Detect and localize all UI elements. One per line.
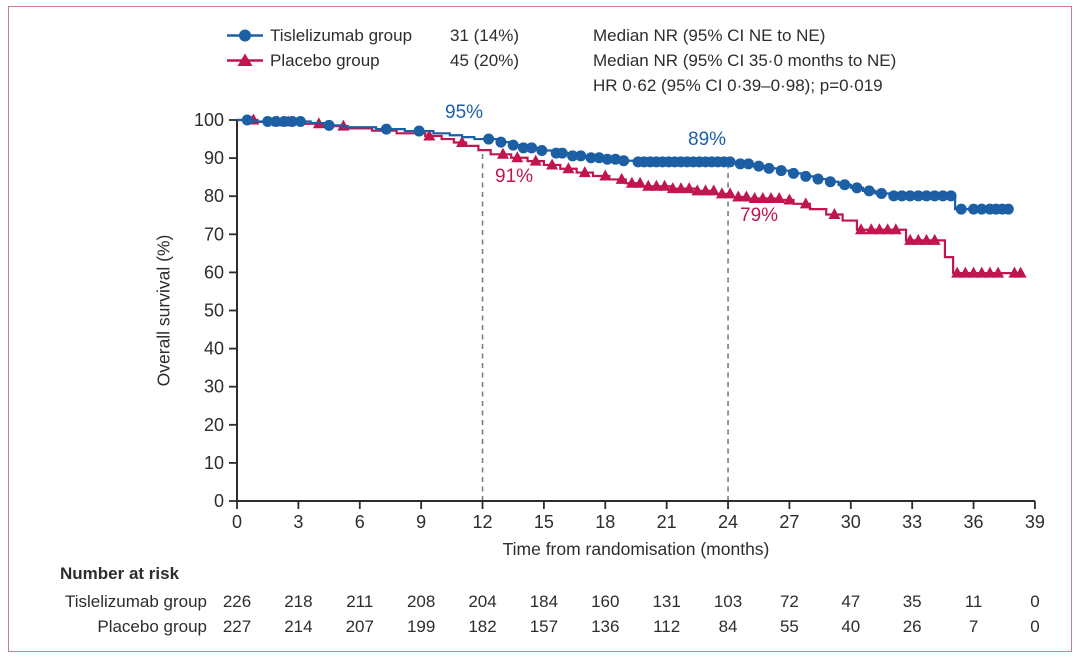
risk-value: 182: [468, 617, 497, 636]
legend-marker-tislelizumab: [227, 29, 263, 42]
risk-value: 7: [968, 617, 979, 636]
x-tick-label: 15: [534, 512, 554, 532]
risk-row-label-placebo: Placebo group: [97, 617, 207, 636]
legend-label-placebo: Placebo group: [270, 51, 380, 70]
number-at-risk-title: Number at risk: [60, 564, 180, 583]
risk-value: 208: [406, 592, 436, 611]
figure-border: [8, 6, 1072, 652]
legend-marker-placebo: [227, 53, 263, 66]
risk-value: 84: [718, 617, 738, 636]
risk-value: 204: [468, 592, 497, 611]
landmark-annotation-95: 95%: [445, 102, 484, 123]
risk-value: 136: [591, 617, 620, 636]
risk-value: 218: [284, 592, 313, 611]
x-tick-label: 6: [355, 512, 365, 532]
y-tick-label: 70: [204, 224, 224, 244]
risk-value: 112: [653, 617, 681, 636]
series-circle: [237, 114, 1014, 215]
x-tick-label: 30: [841, 512, 861, 532]
y-tick-label: 30: [204, 377, 224, 397]
risk-value: 226: [222, 592, 252, 611]
y-tick-label: 10: [204, 453, 224, 473]
risk-value: 40: [841, 617, 861, 636]
x-tick-label: 12: [473, 512, 493, 532]
x-tick-label: 0: [232, 512, 242, 532]
risk-value: 184: [529, 592, 559, 611]
risk-value: 11: [964, 592, 983, 611]
legend-stat-hazard-ratio: HR 0·62 (95% CI 0·39–0·98); p=0·019: [593, 76, 883, 95]
y-axis-title: Overall survival (%): [153, 234, 174, 387]
landmark-annotation-89: 89%: [688, 129, 727, 150]
axes: 0 3 6 9 12 15 18 21 24 27 30 33 36 390102030405060708…: [194, 110, 1045, 532]
x-tick-label: 18: [595, 512, 615, 532]
risk-value: 26: [902, 617, 922, 636]
landmark-annotation-91: 91%: [495, 166, 534, 187]
x-tick-label: 36: [964, 512, 984, 532]
risk-value: 199: [406, 617, 436, 636]
x-tick-label: 39: [1025, 512, 1045, 532]
landmark-annotation-79: 79%: [740, 205, 779, 226]
y-tick-label: 80: [204, 186, 224, 206]
risk-value: 227: [222, 617, 252, 636]
risk-value: 214: [284, 617, 313, 636]
x-tick-label: 21: [657, 512, 677, 532]
legend-count-placebo: 45 (20%): [450, 51, 519, 70]
risk-value: 160: [591, 592, 620, 611]
legend-label-tislelizumab: Tislelizumab group: [270, 26, 413, 45]
legend-count-tislelizumab: 31 (14%): [450, 26, 519, 45]
y-tick-label: 20: [204, 415, 224, 435]
risk-value: 131: [652, 592, 681, 611]
risk-value: 0: [1030, 592, 1040, 611]
x-tick-label: 9: [416, 512, 426, 532]
series-triangle: [237, 113, 1027, 278]
risk-value: 103: [713, 592, 743, 611]
y-tick-label: 90: [204, 148, 224, 168]
risk-value: 157: [529, 617, 559, 636]
y-tick-label: 50: [204, 301, 224, 321]
risk-value: 47: [841, 592, 861, 611]
x-tick-label: 33: [902, 512, 922, 532]
risk-value: 207: [345, 617, 374, 636]
reference-lines: [481, 152, 729, 501]
risk-value: 55: [779, 617, 799, 636]
x-tick-label: 24: [718, 512, 738, 532]
y-tick-label: 100: [194, 110, 224, 130]
legend-stat-tislelizumab: Median NR (95% CI NE to NE): [593, 26, 826, 45]
risk-value: 35: [902, 592, 922, 611]
risk-row-label-tislelizumab: Tislelizumab group: [64, 592, 207, 611]
risk-value: 0: [1030, 617, 1040, 636]
risk-value: 211: [346, 592, 374, 611]
y-tick-label: 40: [204, 339, 224, 359]
legend-stat-placebo: Median NR (95% CI 35·0 months to NE): [593, 51, 897, 70]
y-tick-label: 60: [204, 262, 224, 282]
x-tick-label: 3: [293, 512, 303, 532]
x-tick-label: 27: [779, 512, 799, 532]
risk-value: 72: [779, 592, 799, 611]
x-axis-title: Time from randomisation (months): [502, 539, 770, 559]
y-tick-label: 0: [214, 491, 224, 511]
